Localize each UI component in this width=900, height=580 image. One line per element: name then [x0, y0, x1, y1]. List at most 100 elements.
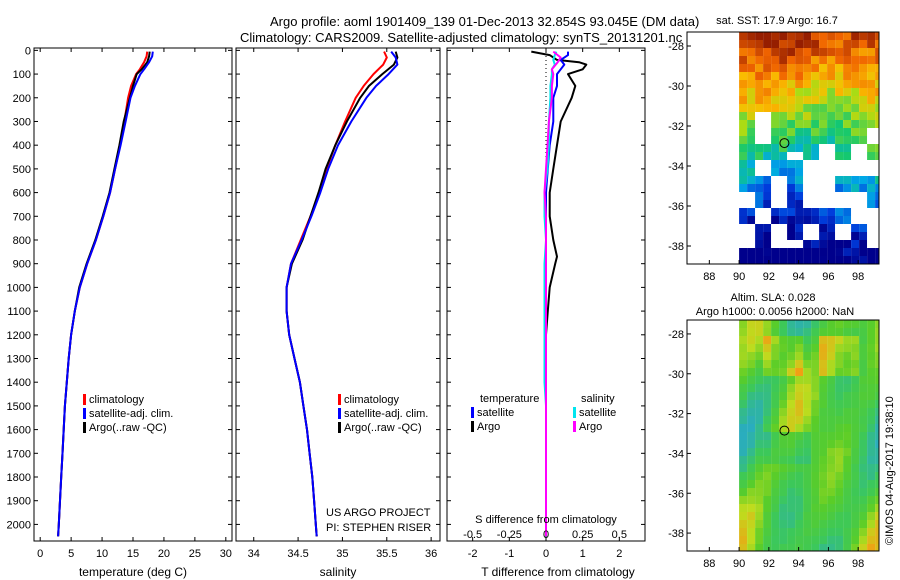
- sst_map-cell: [859, 128, 868, 136]
- sla_map-cell: [787, 384, 796, 392]
- sst_map-cell: [859, 40, 868, 48]
- sst_map-cell: [779, 104, 788, 112]
- sst_map-cell: [843, 160, 852, 168]
- sst_map-cell: [763, 224, 772, 232]
- sst_map-cell: [739, 176, 748, 184]
- sst_map-cell: [803, 176, 812, 184]
- sla_map-cell: [739, 464, 748, 472]
- sst_map-cell: [771, 224, 780, 232]
- sst_map-cell: [763, 200, 772, 208]
- sst_map-cell: [739, 144, 748, 152]
- sst_map-cell: [835, 200, 844, 208]
- sst_map-cell: [859, 56, 868, 64]
- sla_map-cell: [795, 480, 804, 488]
- depth-tick-label: 300: [13, 116, 31, 128]
- sla_map-cell: [811, 384, 820, 392]
- sla_map-cell: [875, 352, 879, 360]
- sla_map-cell: [819, 424, 828, 432]
- sst_map-cell: [843, 96, 852, 104]
- sst_map-cell: [755, 64, 764, 72]
- sst_map-cell: [803, 224, 812, 232]
- sst_map-ytick-label: -32: [668, 121, 684, 133]
- sla_map-cell: [787, 408, 796, 416]
- sla_map-cell: [819, 344, 828, 352]
- sst_map-cell: [811, 120, 820, 128]
- sst_map-cell: [875, 200, 879, 208]
- sst_map-cell: [755, 40, 764, 48]
- sla_map-cell: [843, 528, 852, 536]
- sst_map-cell: [827, 200, 836, 208]
- sst_map-cell: [747, 208, 756, 216]
- sst_map-cell: [867, 144, 876, 152]
- sla_map-cell: [803, 424, 812, 432]
- sst_map-cell: [763, 160, 772, 168]
- sst_map-cell: [835, 136, 844, 144]
- sla_map-cell: [811, 344, 820, 352]
- sst_map-cell: [779, 192, 788, 200]
- sst_map-cell: [795, 184, 804, 192]
- sla_map-cell: [747, 496, 756, 504]
- sla_map-cell: [811, 480, 820, 488]
- sst_map-cell: [787, 64, 796, 72]
- difference-legend-swatch: [573, 407, 576, 418]
- sst_map-cells: [739, 32, 879, 264]
- sst_map-cell: [803, 168, 812, 176]
- sla_map-cell: [803, 344, 812, 352]
- sla_map-ytick-label: -28: [668, 329, 684, 341]
- sst_map-cell: [787, 168, 796, 176]
- sst_map-cell: [819, 208, 828, 216]
- sst_map-cell: [859, 192, 868, 200]
- sst_map-cell: [835, 120, 844, 128]
- sst_map-cell: [875, 128, 879, 136]
- salinity-satellite-adj-clim--line: [285, 50, 399, 537]
- sla_map-cell: [867, 368, 876, 376]
- sst_map-cell: [763, 72, 772, 80]
- sst_map-cell: [867, 112, 876, 120]
- sla_map-cell: [875, 480, 879, 488]
- sst_map-cell: [803, 96, 812, 104]
- sla_map-cell: [827, 496, 836, 504]
- sst_map-cell: [811, 64, 820, 72]
- sst_map-cell: [851, 56, 860, 64]
- sla_map-cell: [795, 424, 804, 432]
- sla_map-cell: [867, 416, 876, 424]
- sla_map-cell: [835, 496, 844, 504]
- salinity-legend-swatch: [338, 394, 341, 405]
- sst_map-cell: [835, 48, 844, 56]
- sla_map-cell: [819, 408, 828, 416]
- sst_map-cell: [843, 224, 852, 232]
- sla_map-cell: [779, 408, 788, 416]
- sla_map-cell: [779, 376, 788, 384]
- pi-credit: PI: STEPHEN RISER: [326, 522, 431, 534]
- sla_map-cell: [851, 352, 860, 360]
- sla_map-cell: [739, 360, 748, 368]
- sla_map-cell: [819, 352, 828, 360]
- sla_map-cell: [827, 480, 836, 488]
- difference-top-label: S difference from climatology: [475, 514, 617, 526]
- sst_map-cell: [755, 216, 764, 224]
- sst_map-cell: [811, 96, 820, 104]
- sla_map-cell: [827, 400, 836, 408]
- sst_map-cell: [747, 72, 756, 80]
- sst_map-cell: [843, 128, 852, 136]
- sst_map-cell: [747, 240, 756, 248]
- sst_map-cell: [771, 120, 780, 128]
- sst_map-cell: [811, 168, 820, 176]
- sst_map-cell: [747, 168, 756, 176]
- sla_map-cell: [811, 376, 820, 384]
- sla_map-cell: [771, 440, 780, 448]
- sst_map-cell: [867, 32, 876, 40]
- sst_map-cell: [803, 32, 812, 40]
- sla_map-cell: [819, 368, 828, 376]
- sst_map-cell: [875, 112, 879, 120]
- sla_map-cell: [851, 336, 860, 344]
- sla_map-cell: [763, 328, 772, 336]
- depth-tick-label: 700: [13, 211, 31, 223]
- sst_map-cell: [771, 240, 780, 248]
- sla_map-cell: [851, 344, 860, 352]
- sst_map-cell: [739, 120, 748, 128]
- sst_map-cell: [739, 240, 748, 248]
- sla_map-cell: [795, 520, 804, 528]
- sst_map-cell: [819, 72, 828, 80]
